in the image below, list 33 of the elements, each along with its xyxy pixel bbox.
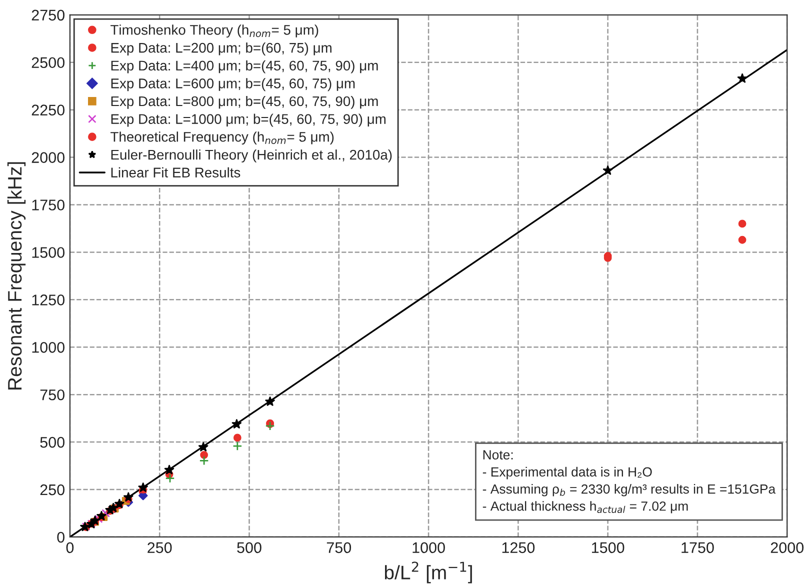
- legend-label: Exp Data: L=600 μm; b=(45, 60, 75) μm: [111, 78, 355, 92]
- legend-label: Exp Data: L=200 μm; b=(60, 75) μm: [111, 42, 332, 56]
- y-tick-label: 1000: [32, 342, 64, 353]
- y-tick-label: 500: [40, 436, 64, 448]
- x-tick-label: 1500: [592, 542, 624, 554]
- y-tick-label: 1500: [32, 247, 64, 258]
- x-tick-label: 500: [237, 542, 262, 554]
- y-tick-label: 2250: [32, 104, 64, 116]
- legend-label: Exp Data: L=1000 μm; b=(45, 60, 75, 90) μm: [111, 114, 386, 127]
- y-tick-label: 750: [40, 389, 64, 400]
- y-tick-label: 0: [57, 532, 64, 543]
- y-tick-label: 1750: [32, 200, 64, 210]
- legend-label: Euler-Bernoulli Theory (Heinrich et al., 2010a): [111, 149, 392, 162]
- legend-label: Timoshenko Theory (h$_{nom}$= 5 μm): [110, 24, 318, 38]
- x-tick-label: 0: [66, 542, 74, 554]
- legend-label: Exp Data: L=800 μm; b=(45, 60, 75, 90) μm: [111, 96, 378, 109]
- x-tick-label: 250: [148, 542, 172, 554]
- x-tick-label: 1000: [412, 542, 445, 554]
- x-tick-label: 1750: [682, 542, 714, 554]
- y-tick-label: 250: [40, 484, 64, 496]
- x-tick-label: 750: [326, 542, 352, 554]
- y-tick-label: 2500: [32, 57, 64, 68]
- x-tick-label: 2000: [770, 542, 804, 554]
- y-tick-label: 2000: [32, 152, 64, 163]
- y-tick-label: 1250: [32, 294, 64, 306]
- legend-label: Exp Data: L=400 μm; b=(45, 60, 75, 90) μm: [111, 60, 378, 74]
- y-axis-title: Resonant Frequency [kHz]: [7, 162, 26, 390]
- x-axis-title: b/L$^{2}$ [m$^{−1}$]: [384, 562, 472, 584]
- x-tick-label: 1250: [502, 542, 535, 554]
- legend-label: Linear Fit EB Results: [111, 167, 240, 178]
- y-tick-label: 2750: [32, 10, 64, 21]
- legend-label: Theoretical Frequency (h$_{nom}$= 5 μm): [110, 132, 334, 145]
- annotation: Note: - Experimental data is in H₂O - Assuming ρ$_{b}$ = 2330 kg/m³ results in E =151GPa - Actual thickness h$_{actual}$ = 7.02 μm: [482, 450, 776, 514]
